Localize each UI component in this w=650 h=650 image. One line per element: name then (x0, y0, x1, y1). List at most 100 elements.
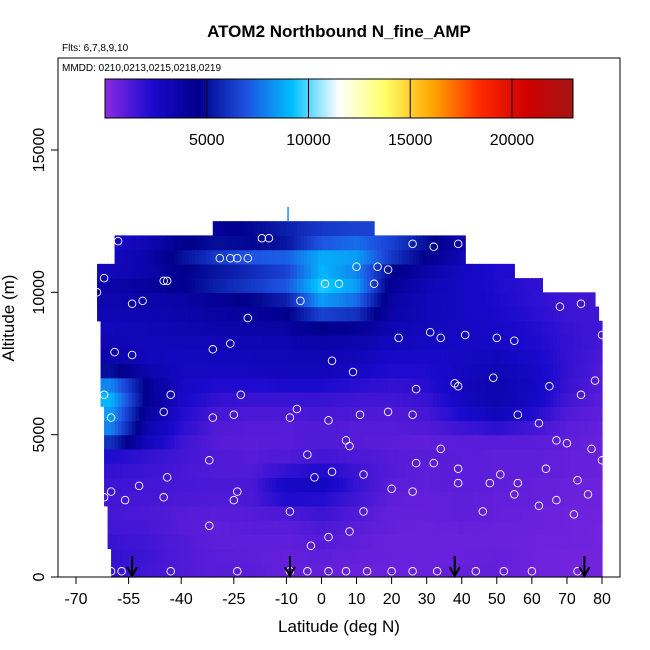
heatmap-cell (247, 406, 252, 422)
heatmap-cell (181, 391, 186, 407)
heatmap-cell (570, 477, 575, 493)
heatmap-cell (188, 477, 193, 493)
heatmap-cell (384, 534, 389, 550)
heatmap-cell (430, 363, 435, 379)
heatmap-cell (370, 320, 375, 336)
heatmap-cell (419, 278, 424, 293)
heatmap-cell (237, 221, 242, 236)
heatmap-cell (205, 534, 210, 550)
heatmap-cell (570, 491, 575, 507)
heatmap-cell (437, 377, 442, 393)
heatmap-cell (598, 491, 603, 507)
heatmap-cell (321, 306, 326, 322)
heatmap-cell (314, 562, 319, 578)
heatmap-cell (170, 391, 175, 407)
heatmap-cell (423, 249, 428, 265)
heatmap-cell (339, 377, 344, 393)
heatmap-cell (388, 548, 393, 564)
heatmap-cell (191, 335, 196, 350)
heatmap-cell (233, 463, 238, 478)
heatmap-cell (279, 491, 284, 507)
heatmap-cell (591, 292, 596, 308)
observation-point (387, 567, 396, 576)
heatmap-cell (97, 306, 102, 322)
heatmap-cell (181, 534, 186, 550)
heatmap-cell (324, 292, 330, 308)
heatmap-cell (486, 477, 491, 493)
heatmap-cell (552, 292, 558, 308)
heatmap-cell (416, 263, 421, 279)
heatmap-cell (261, 349, 266, 365)
heatmap-cell (279, 477, 284, 493)
heatmap-cell (549, 477, 554, 493)
heatmap-cell (472, 448, 477, 464)
heatmap-cell (503, 363, 508, 379)
heatmap-cell (521, 448, 526, 464)
heatmap-cell (570, 434, 575, 450)
heatmap-cell (559, 420, 565, 436)
heatmap-cell (132, 349, 137, 365)
heatmap-cell (303, 520, 309, 535)
heatmap-cell (121, 420, 126, 436)
heatmap-cell (233, 306, 238, 322)
heatmap-cell (395, 363, 400, 379)
heatmap-cell (573, 335, 579, 350)
heatmap-cell (170, 448, 175, 464)
heatmap-cell (521, 520, 526, 535)
heatmap-cell (303, 491, 309, 507)
heatmap-cell (233, 377, 238, 393)
heatmap-cell (331, 406, 337, 422)
heatmap-cell (430, 434, 435, 450)
heatmap-cell (335, 463, 340, 478)
heatmap-cell (360, 548, 365, 564)
heatmap-cell (556, 520, 561, 535)
heatmap-cell (139, 235, 144, 251)
x-axis: -70 -55 -40 -25 -10 0 10 20 30 40 50 60 70 80 (64, 576, 620, 608)
heatmap-cell (258, 434, 263, 450)
heatmap-cell (556, 448, 561, 464)
heatmap-cell (160, 377, 165, 393)
heatmap-cell (489, 477, 494, 493)
heatmap-cell (402, 463, 407, 478)
heatmap-cell (447, 406, 452, 422)
heatmap-cell (111, 463, 116, 478)
heatmap-cell (563, 335, 568, 350)
heatmap-cell (503, 292, 508, 308)
heatmap-cell (202, 306, 207, 322)
heatmap-cell (282, 562, 287, 578)
heatmap-cell (591, 505, 596, 521)
heatmap-cell (303, 249, 309, 265)
heatmap-cell (584, 320, 589, 336)
heatmap-cell (174, 363, 179, 379)
heatmap-cell (566, 520, 572, 535)
heatmap-cell (324, 235, 330, 251)
heatmap-cell (531, 335, 536, 350)
heatmap-cell (216, 335, 221, 350)
heatmap-cell (331, 534, 337, 550)
heatmap-cell (507, 306, 512, 322)
heatmap-cell (535, 349, 540, 365)
heatmap-cell (356, 249, 361, 265)
heatmap-cell (377, 548, 382, 564)
heatmap-cell (374, 292, 379, 308)
heatmap-cell (296, 363, 302, 379)
heatmap-cell (202, 520, 207, 535)
heatmap-cell (381, 363, 386, 379)
heatmap-cell (324, 306, 330, 322)
heatmap-cell (195, 477, 200, 493)
observation-point (429, 242, 438, 252)
heatmap-cell (566, 363, 572, 379)
heatmap-cell (356, 520, 361, 535)
heatmap-cell (188, 278, 193, 293)
heatmap-cell (237, 477, 242, 493)
heatmap-cell (272, 306, 277, 322)
observation-point (134, 481, 144, 491)
heatmap-cell (335, 278, 340, 293)
heatmap-cell (223, 520, 228, 535)
heatmap-cell (346, 278, 351, 293)
heatmap-cell (447, 320, 452, 336)
heatmap-cell (272, 505, 277, 521)
heatmap-cell (405, 249, 410, 265)
heatmap-cell (100, 377, 105, 393)
heatmap-cell (566, 406, 572, 422)
